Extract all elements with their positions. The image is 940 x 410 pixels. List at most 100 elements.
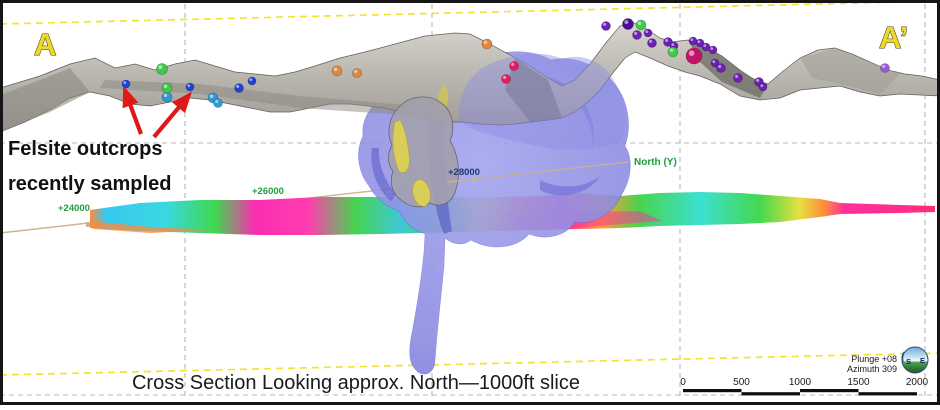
terrain-shading: [0, 68, 90, 132]
section-end-label: A’: [879, 20, 908, 55]
sample-points: [121, 18, 890, 108]
scale-bar: 0 500 1000 1500 2000: [680, 377, 929, 396]
slice-boundary-top: [0, 0, 940, 25]
felsite-front-lobe: [459, 53, 625, 150]
annotation-arrows: [122, 85, 193, 139]
sample-point-highlight: [634, 31, 638, 35]
interior-body: [387, 96, 459, 208]
sample-point-highlight: [712, 60, 716, 63]
annotation-line1: Felsite outcrops: [8, 138, 162, 160]
sample-point: [247, 76, 257, 86]
sample-point: [234, 83, 244, 93]
sample-point-highlight: [163, 93, 168, 97]
globe-east-letter: E: [920, 356, 925, 365]
sample-point-highlight: [215, 99, 219, 104]
axis-tick-24000: +24000: [58, 203, 90, 214]
annotation-arrow-right: [152, 91, 193, 139]
figure-caption: Cross Section Looking approx. North—1000…: [132, 372, 580, 394]
sample-point: [733, 73, 743, 83]
annotation-line2: recently sampled: [8, 173, 171, 195]
sample-point-highlight: [703, 44, 707, 47]
scalebar-tick-500: 500: [733, 377, 750, 388]
sample-point-highlight: [354, 69, 358, 74]
sample-point-highlight: [718, 64, 722, 69]
terrain-shading: [100, 80, 445, 120]
sample-point-highlight: [756, 78, 760, 83]
sample-point: [622, 18, 634, 30]
felsite-dark-streak: [540, 176, 600, 196]
sample-point: [481, 38, 493, 50]
sample-point-highlight: [665, 38, 669, 42]
terrain-shading: [688, 40, 768, 98]
terrain-shading: [505, 58, 562, 122]
sample-point-highlight: [645, 30, 649, 33]
sample-point: [601, 21, 611, 31]
sample-point-highlight: [123, 81, 127, 84]
sample-point-highlight: [649, 39, 653, 43]
section-start-label: A: [34, 27, 56, 62]
sample-point-highlight: [760, 84, 764, 87]
sample-point-highlight: [710, 47, 714, 50]
sample-point: [632, 30, 642, 40]
sample-point-highlight: [882, 64, 886, 69]
sample-point-highlight: [209, 94, 214, 98]
sample-point-highlight: [735, 74, 739, 79]
axis-tick-26000: +26000: [252, 186, 284, 197]
sample-point-highlight: [624, 20, 629, 25]
sample-point-highlight: [236, 84, 240, 89]
sample-point-highlight: [697, 40, 701, 43]
sample-point: [509, 61, 519, 71]
sample-point: [716, 63, 726, 73]
sample-point: [708, 45, 718, 55]
sample-point-highlight: [690, 38, 694, 41]
sample-point-highlight: [187, 84, 191, 87]
sample-point-highlight: [511, 62, 515, 66]
slice-boundary-bottom: [0, 352, 940, 376]
sample-point: [156, 63, 168, 75]
yellow-zone: [412, 179, 431, 207]
sample-point-highlight: [669, 48, 674, 52]
sample-point-highlight: [333, 67, 338, 71]
sample-point-highlight: [688, 50, 695, 56]
sample-point: [635, 19, 647, 31]
sample-point-highlight: [503, 75, 507, 80]
azimuth-label: Azimuth 309: [847, 364, 897, 374]
sample-point: [161, 82, 173, 94]
sample-point-highlight: [158, 65, 163, 69]
yellow-zone: [392, 119, 410, 173]
sample-point: [685, 47, 703, 65]
sample-point: [121, 79, 131, 89]
sample-point: [161, 91, 173, 103]
slice-orange-band: [90, 221, 215, 233]
sample-point: [331, 65, 343, 77]
sample-point: [501, 74, 511, 84]
scalebar-tick-1500: 1500: [847, 377, 870, 388]
plunge-label: Plunge +08: [851, 354, 897, 364]
scalebar-tick-2000: 2000: [906, 377, 929, 388]
sample-point: [667, 46, 679, 58]
axis-name-north: North (Y): [634, 157, 677, 168]
sample-point: [185, 82, 195, 92]
sample-point: [647, 38, 657, 48]
sample-point-highlight: [637, 21, 642, 25]
sample-point-highlight: [671, 43, 675, 46]
globe-south-letter: S: [906, 357, 911, 366]
sample-point-highlight: [483, 40, 488, 44]
sample-point-highlight: [163, 84, 168, 88]
north-axis-overlay: [447, 161, 629, 183]
sample-point-highlight: [249, 78, 253, 81]
sample-point: [880, 63, 890, 73]
sample-point-highlight: [603, 22, 607, 26]
felsite-dark-streak: [371, 148, 397, 201]
scalebar-tick-0: 0: [680, 377, 686, 388]
sample-point: [213, 98, 223, 108]
scalebar-tick-1000: 1000: [789, 377, 812, 388]
terrain-shading: [800, 48, 900, 94]
sample-point: [643, 28, 653, 38]
axis-tick-28000: +28000: [448, 167, 480, 178]
annotation-arrow-left: [122, 85, 143, 135]
orientation-globe-icon: S E: [901, 346, 929, 374]
